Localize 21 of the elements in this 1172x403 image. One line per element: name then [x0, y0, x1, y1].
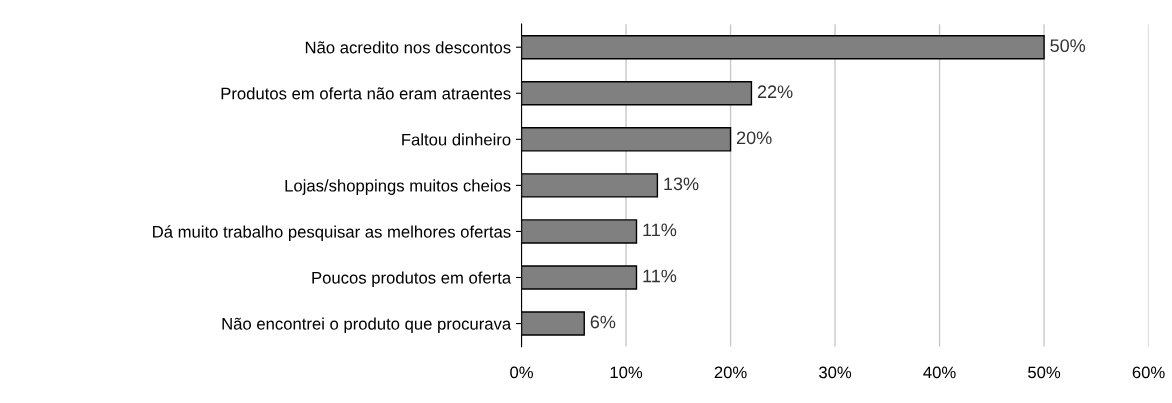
x-tick-label: 10%	[610, 366, 643, 379]
data-label: 6%	[590, 315, 616, 329]
x-tick-label: 40%	[923, 366, 956, 379]
data-label: 50%	[1050, 39, 1086, 53]
data-label: 13%	[664, 177, 699, 191]
data-label: 11%	[643, 269, 677, 283]
y-tick-label: Não acredito nos descontos	[305, 41, 511, 54]
y-tick-label: Não encontrei o produto que procurava	[222, 317, 512, 334]
x-tick-label: 0%	[510, 366, 533, 379]
x-tick-label: 20%	[714, 366, 747, 379]
x-tick-label: 50%	[1028, 366, 1061, 379]
data-label: 22%	[757, 85, 793, 99]
x-tick-label: 60%	[1132, 366, 1165, 379]
y-tick-label: Poucos produtos em oferta	[312, 271, 512, 287]
y-tick-label: Dá muito trabalho pesquisar as melhores ofertas	[153, 225, 511, 242]
y-tick-label: Faltou dinheiro	[402, 133, 511, 146]
data-label: 20%	[737, 131, 772, 145]
data-label: 11%	[643, 223, 677, 237]
y-tick-label: Produtos em oferta não eram atraentes	[221, 87, 511, 100]
x-tick-label: 30%	[819, 366, 852, 379]
y-tick-label: Lojas/shoppings muitos cheios	[285, 179, 511, 195]
